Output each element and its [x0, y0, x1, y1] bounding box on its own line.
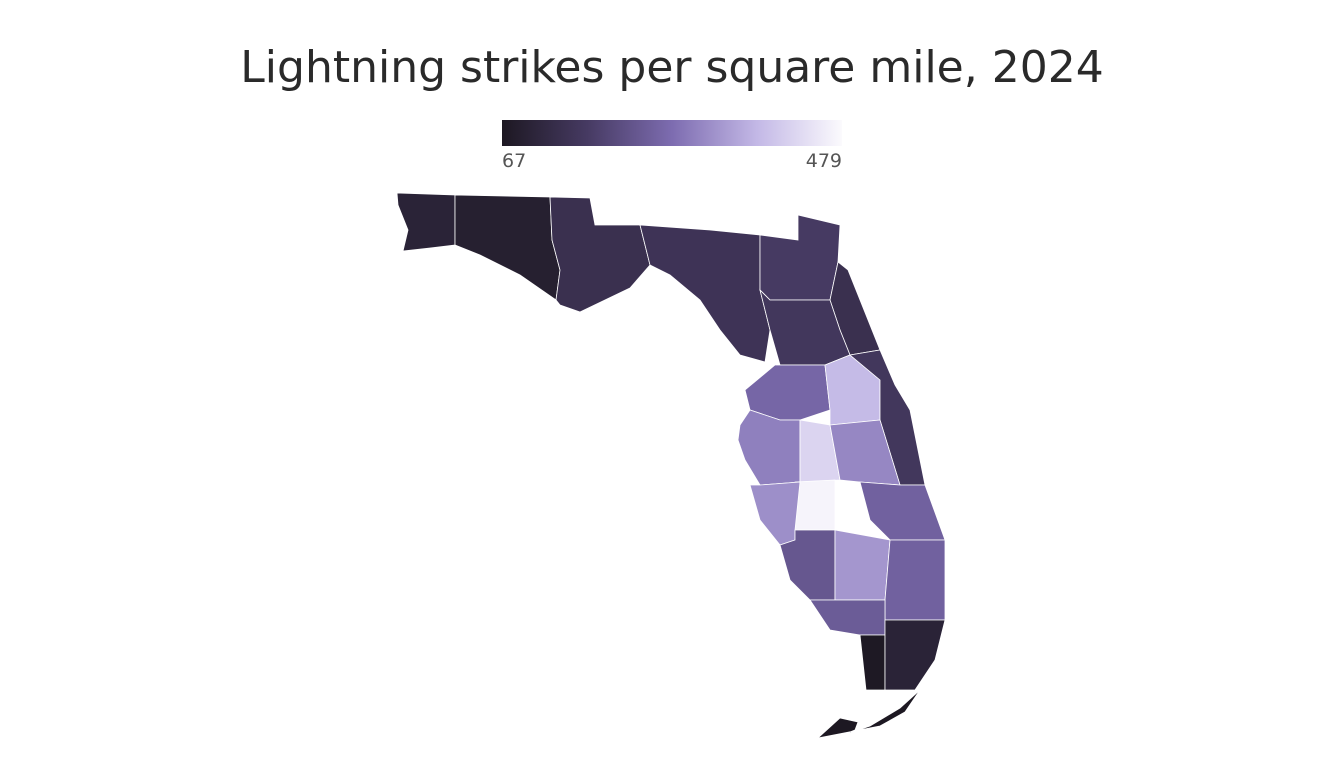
scale-max-label: 479 — [806, 150, 842, 172]
region — [396, 192, 456, 252]
region — [759, 214, 841, 301]
region — [749, 481, 801, 546]
region — [834, 529, 891, 601]
region — [794, 479, 836, 531]
region — [816, 689, 921, 739]
region — [744, 364, 831, 421]
region — [859, 634, 886, 691]
region — [884, 539, 946, 621]
regions — [396, 192, 946, 739]
region — [549, 196, 651, 313]
chart-title: Lightning strikes per square mile, 2024 — [240, 42, 1103, 93]
region — [884, 619, 946, 691]
region — [809, 599, 886, 636]
region — [737, 409, 801, 486]
color-bar — [502, 120, 842, 146]
region — [639, 224, 771, 363]
region — [454, 194, 561, 301]
region — [759, 288, 851, 366]
scale-min-label: 67 — [502, 150, 526, 172]
region — [859, 481, 946, 541]
